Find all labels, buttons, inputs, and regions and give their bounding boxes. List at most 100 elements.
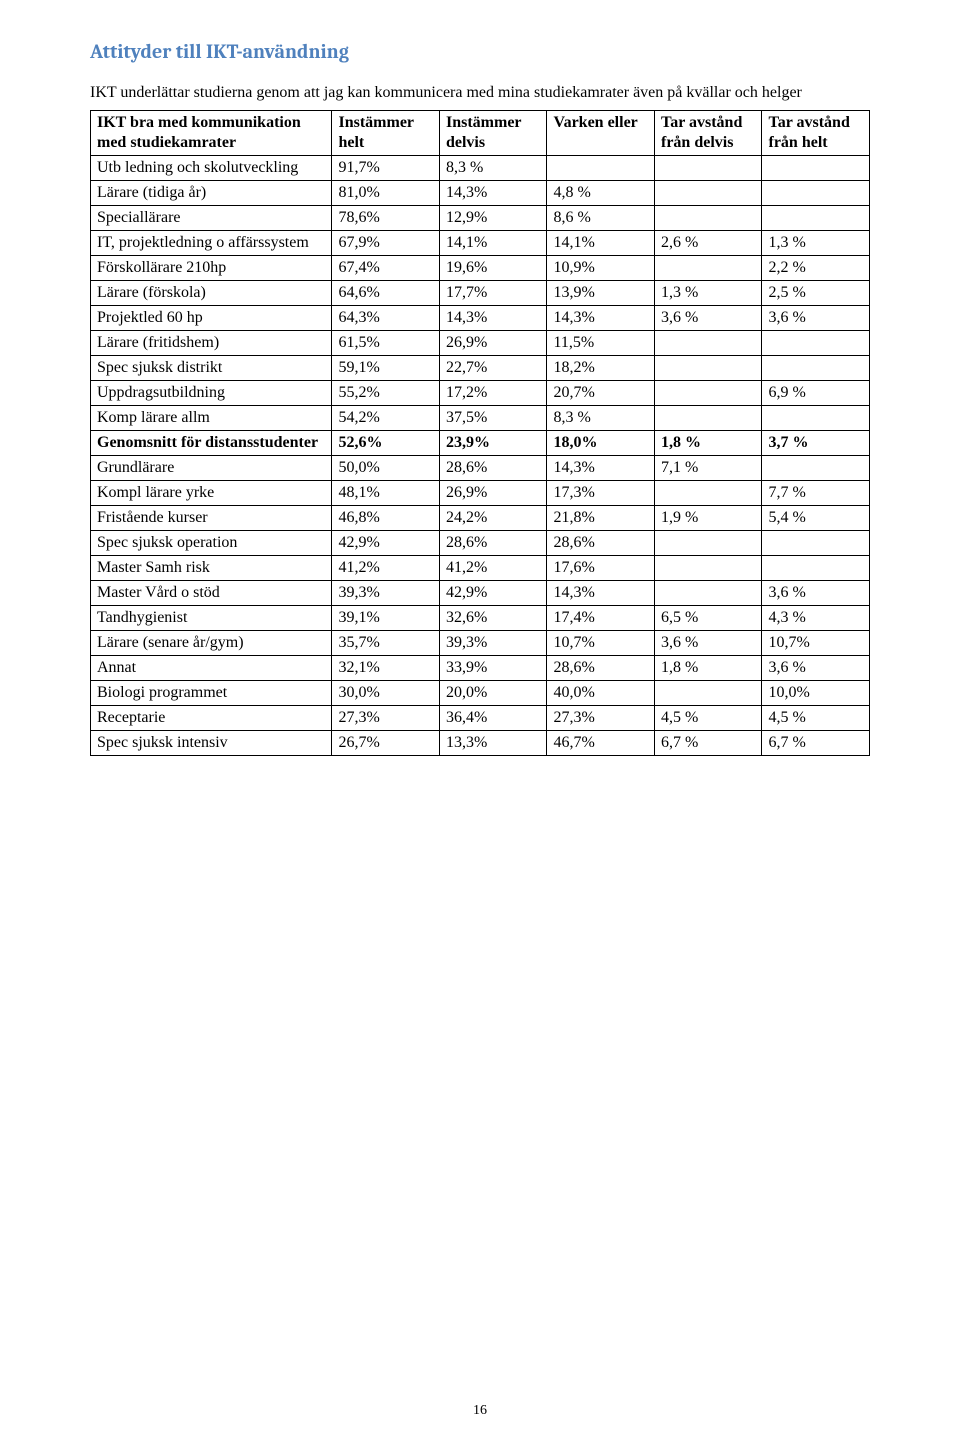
table-row: Speciallärare78,6%12,9%8,6 %	[91, 205, 870, 230]
cell: 6,5 %	[654, 605, 762, 630]
cell: 37,5%	[439, 405, 547, 430]
cell	[762, 355, 870, 380]
table-row: Receptarie27,3%36,4%27,3%4,5 %4,5 %	[91, 705, 870, 730]
cell: 2,2 %	[762, 255, 870, 280]
cell	[762, 455, 870, 480]
cell: 7,7 %	[762, 480, 870, 505]
cell: 42,9%	[439, 580, 547, 605]
cell: 2,6 %	[654, 230, 762, 255]
table-head: IKT bra med kommunikation med studiekamr…	[91, 110, 870, 155]
cell: 32,6%	[439, 605, 547, 630]
cell: 4,5 %	[762, 705, 870, 730]
row-label: Speciallärare	[91, 205, 332, 230]
cell: 10,7%	[547, 630, 655, 655]
data-table: IKT bra med kommunikation med studiekamr…	[90, 110, 870, 756]
cell: 32,1%	[332, 655, 440, 680]
row-label: IT, projektledning o affärssystem	[91, 230, 332, 255]
cell: 78,6%	[332, 205, 440, 230]
cell	[654, 180, 762, 205]
cell: 46,7%	[547, 730, 655, 755]
table-row: Spec sjuksk operation42,9%28,6%28,6%	[91, 530, 870, 555]
cell	[762, 205, 870, 230]
cell	[654, 155, 762, 180]
cell: 59,1%	[332, 355, 440, 380]
table-row: Biologi programmet30,0%20,0%40,0%10,0%	[91, 680, 870, 705]
cell: 17,3%	[547, 480, 655, 505]
row-label: Komp lärare allm	[91, 405, 332, 430]
cell: 26,7%	[332, 730, 440, 755]
table-header-row: IKT bra med kommunikation med studiekamr…	[91, 110, 870, 155]
cell	[654, 405, 762, 430]
page-number: 16	[0, 1403, 960, 1419]
cell: 10,9%	[547, 255, 655, 280]
cell: 20,0%	[439, 680, 547, 705]
cell: 19,6%	[439, 255, 547, 280]
cell: 41,2%	[439, 555, 547, 580]
cell	[762, 555, 870, 580]
cell: 12,9%	[439, 205, 547, 230]
table-row: Tandhygienist39,1%32,6%17,4%6,5 %4,3 %	[91, 605, 870, 630]
cell: 1,3 %	[762, 230, 870, 255]
header-col-2: Instämmer delvis	[439, 110, 547, 155]
row-label: Förskollärare 210hp	[91, 255, 332, 280]
cell	[654, 355, 762, 380]
table-row: Fristående kurser46,8%24,2%21,8%1,9 %5,4…	[91, 505, 870, 530]
cell: 61,5%	[332, 330, 440, 355]
cell: 20,7%	[547, 380, 655, 405]
cell: 28,6%	[547, 655, 655, 680]
cell: 14,3%	[547, 305, 655, 330]
table-row: Lärare (fritidshem)61,5%26,9%11,5%	[91, 330, 870, 355]
cell: 14,1%	[439, 230, 547, 255]
cell: 50,0%	[332, 455, 440, 480]
cell: 14,1%	[547, 230, 655, 255]
cell: 13,3%	[439, 730, 547, 755]
cell: 17,2%	[439, 380, 547, 405]
row-label: Receptarie	[91, 705, 332, 730]
cell: 40,0%	[547, 680, 655, 705]
row-label: Projektled 60 hp	[91, 305, 332, 330]
table-row: Spec sjuksk distrikt59,1%22,7%18,2%	[91, 355, 870, 380]
cell: 11,5%	[547, 330, 655, 355]
row-label: Spec sjuksk intensiv	[91, 730, 332, 755]
row-label: Master Vård o stöd	[91, 580, 332, 605]
cell	[654, 205, 762, 230]
cell: 36,4%	[439, 705, 547, 730]
cell	[762, 530, 870, 555]
cell: 8,3 %	[547, 405, 655, 430]
cell: 64,6%	[332, 280, 440, 305]
row-label: Uppdragsutbildning	[91, 380, 332, 405]
cell: 17,4%	[547, 605, 655, 630]
header-col-1: Instämmer helt	[332, 110, 440, 155]
header-col-5: Tar avstånd från helt	[762, 110, 870, 155]
cell: 55,2%	[332, 380, 440, 405]
row-label: Tandhygienist	[91, 605, 332, 630]
cell: 23,9%	[439, 430, 547, 455]
table-row: Projektled 60 hp64,3%14,3%14,3%3,6 %3,6 …	[91, 305, 870, 330]
cell: 27,3%	[547, 705, 655, 730]
cell: 2,5 %	[762, 280, 870, 305]
cell: 1,9 %	[654, 505, 762, 530]
row-label: Lärare (tidiga år)	[91, 180, 332, 205]
row-label: Lärare (fritidshem)	[91, 330, 332, 355]
cell: 33,9%	[439, 655, 547, 680]
cell: 14,3%	[439, 305, 547, 330]
cell: 10,7%	[762, 630, 870, 655]
cell: 46,8%	[332, 505, 440, 530]
table-row: Utb ledning och skolutveckling91,7%8,3 %	[91, 155, 870, 180]
cell: 14,3%	[547, 580, 655, 605]
row-label: Kompl lärare yrke	[91, 480, 332, 505]
cell: 6,9 %	[762, 380, 870, 405]
page: Attityder till IKT-användning IKT underl…	[0, 0, 960, 1449]
cell: 27,3%	[332, 705, 440, 730]
cell: 64,3%	[332, 305, 440, 330]
intro-paragraph: IKT underlättar studierna genom att jag …	[90, 83, 870, 104]
cell: 18,0%	[547, 430, 655, 455]
cell: 6,7 %	[654, 730, 762, 755]
cell: 18,2%	[547, 355, 655, 380]
row-label: Annat	[91, 655, 332, 680]
cell: 17,7%	[439, 280, 547, 305]
table-row: Master Samh risk41,2%41,2%17,6%	[91, 555, 870, 580]
table-body: Utb ledning och skolutveckling91,7%8,3 %…	[91, 155, 870, 755]
cell: 4,3 %	[762, 605, 870, 630]
cell: 48,1%	[332, 480, 440, 505]
